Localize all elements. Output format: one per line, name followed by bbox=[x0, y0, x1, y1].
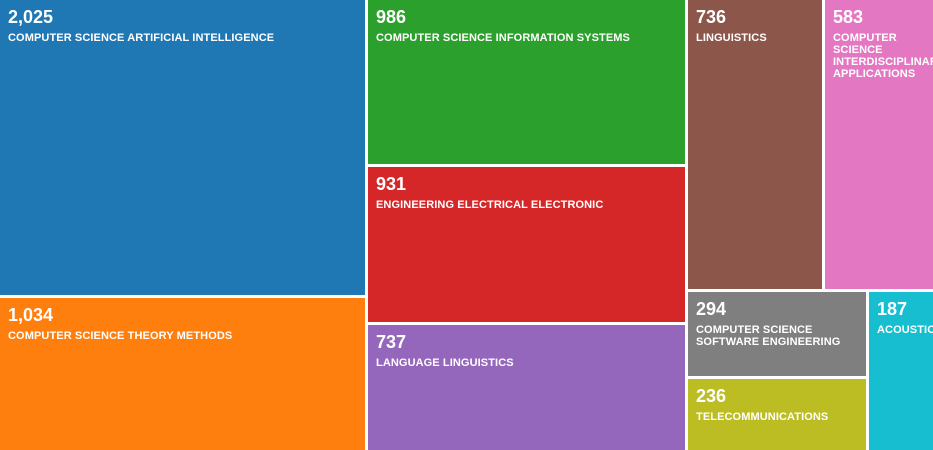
treemap-tile[interactable]: 986 COMPUTER SCIENCE INFORMATION SYSTEMS bbox=[368, 0, 685, 164]
tile-value-label: 294 bbox=[696, 299, 727, 319]
tile-category-label: COMPUTER SCIENCE INTERDISCIPLINARY APPLI… bbox=[833, 32, 933, 80]
treemap-tile[interactable]: 737 LANGUAGE LINGUISTICS bbox=[368, 325, 685, 450]
tile-value-label: 737 bbox=[376, 332, 407, 352]
tile-value-label: 583 bbox=[833, 7, 864, 27]
tile-category-label: COMPUTER SCIENCE SOFTWARE ENGINEERING bbox=[696, 324, 841, 348]
tile-category-label: TELECOMMUNICATIONS bbox=[696, 411, 829, 423]
tile-value-label: 236 bbox=[696, 386, 727, 406]
treemap-tile[interactable]: 583 COMPUTER SCIENCE INTERDISCIPLINARY AP… bbox=[825, 0, 933, 289]
treemap-tile[interactable]: 2,025 COMPUTER SCIENCE ARTIFICIAL INTELLI… bbox=[0, 0, 365, 295]
treemap-tile[interactable]: 736 LINGUISTICS bbox=[688, 0, 822, 289]
tile-value-label: 931 bbox=[376, 174, 407, 194]
tile-category-label: LANGUAGE LINGUISTICS bbox=[376, 357, 514, 369]
tile-category-label: COMPUTER SCIENCE THEORY METHODS bbox=[8, 330, 233, 342]
treemap-tile[interactable]: 1,034 COMPUTER SCIENCE THEORY METHODS bbox=[0, 298, 365, 450]
tile-value-label: 736 bbox=[696, 7, 727, 27]
treemap-tile[interactable]: 931 ENGINEERING ELECTRICAL ELECTRONIC bbox=[368, 167, 685, 322]
tile-category-label: COMPUTER SCIENCE INFORMATION SYSTEMS bbox=[376, 32, 630, 44]
tile-category-label: LINGUISTICS bbox=[696, 32, 767, 44]
tile-value-label: 187 bbox=[877, 299, 908, 319]
tile-value-label: 1,034 bbox=[8, 305, 54, 325]
tile-category-label: ACOUSTICS bbox=[877, 324, 933, 336]
treemap-tile[interactable]: 187 ACOUSTICS bbox=[869, 292, 933, 450]
tile-category-label: ENGINEERING ELECTRICAL ELECTRONIC bbox=[376, 199, 604, 211]
tile-value-label: 2,025 bbox=[8, 7, 54, 27]
tile-value-label: 986 bbox=[376, 7, 407, 27]
treemap-tile[interactable]: 294 COMPUTER SCIENCE SOFTWARE ENGINEERING bbox=[688, 292, 866, 376]
treemap-tile[interactable]: 236 TELECOMMUNICATIONS bbox=[688, 379, 866, 450]
tile-category-label: COMPUTER SCIENCE ARTIFICIAL INTELLIGENCE bbox=[8, 32, 275, 44]
